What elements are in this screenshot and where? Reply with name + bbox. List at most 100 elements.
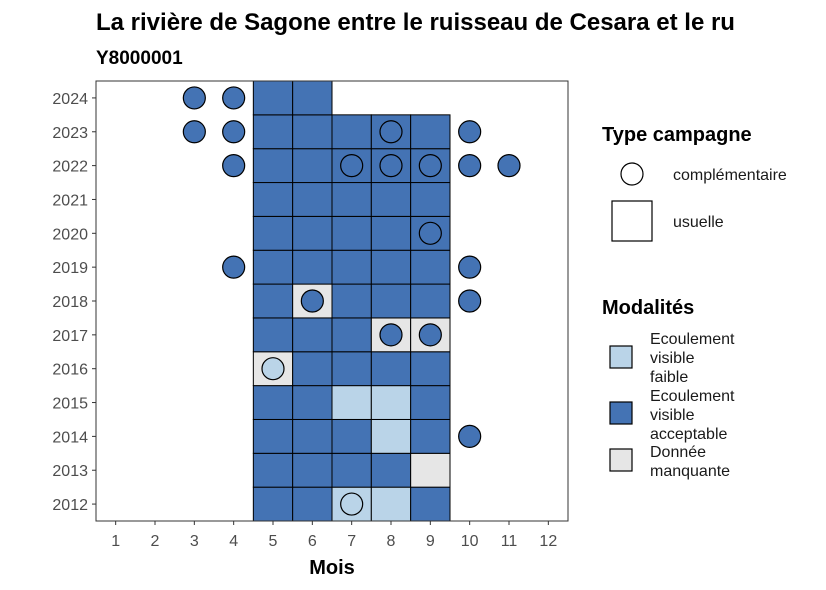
chart-title: La rivière de Sagone entre le ruisseau d…: [96, 9, 735, 36]
tile-2018-7: [331, 283, 372, 319]
tile-2013-5: [252, 452, 294, 488]
tile-2024-5: [252, 80, 294, 116]
point-2022-10: [458, 154, 482, 178]
x-tick-label-8: 8: [387, 533, 396, 550]
x-tick-label-2: 2: [151, 533, 160, 550]
x-tick-label-10: 10: [461, 533, 479, 550]
legend-label-manquante: Donnée manquante: [650, 444, 730, 480]
legend-type-title: Type campagne: [602, 124, 752, 146]
tile-2021-6: [292, 182, 333, 217]
tile-2021-7: [331, 182, 372, 217]
tile-2017-6: [292, 317, 333, 353]
tile-2013-7: [331, 452, 372, 488]
x-tick-label-6: 6: [308, 533, 317, 550]
tile-2016-9: [410, 351, 451, 387]
tile-2020-8: [370, 215, 412, 251]
tile-2019-5: [252, 249, 294, 285]
tile-2023-7: [331, 114, 372, 150]
point-2022-8: [379, 154, 403, 178]
point-2012-7: [340, 492, 364, 516]
x-axis: 1 2 3 4 5 6 7 8 9 10 11 12: [111, 521, 557, 550]
tile-2014-8: [370, 418, 412, 454]
legend: Type campagne complémentaire usuelle Mod…: [602, 124, 787, 480]
tile-2021-8: [370, 182, 412, 217]
y-tick-label-2014: 2014: [52, 429, 88, 446]
tile-2023-9: [410, 114, 451, 150]
tile-2019-9: [410, 249, 451, 285]
legend-label-faible: Ecoulement visible faible: [650, 331, 735, 386]
y-tick-label-2023: 2023: [52, 125, 88, 142]
tile-2012-6: [292, 486, 333, 522]
tile-2022-5: [252, 148, 294, 184]
tile-2015-5: [252, 385, 294, 420]
y-tick-label-2018: 2018: [52, 294, 88, 311]
tile-2020-7: [331, 215, 372, 251]
point-2022-4: [222, 154, 246, 178]
tiles-layer: [252, 80, 451, 522]
tile-2015-6: [292, 385, 333, 420]
x-tick-label-3: 3: [190, 533, 199, 550]
tile-2014-7: [331, 418, 372, 454]
y-tick-label-2017: 2017: [52, 328, 88, 345]
x-tick-label-9: 9: [426, 533, 435, 550]
point-2022-11: [497, 154, 521, 178]
tile-2014-5: [252, 418, 294, 454]
point-2017-9: [418, 323, 442, 347]
tile-2023-6: [292, 114, 333, 150]
tile-2016-8: [370, 351, 412, 387]
circles-layer: [182, 86, 521, 516]
tile-2014-9: [410, 418, 451, 454]
tile-2013-8: [370, 452, 412, 488]
x-tick-label-5: 5: [269, 533, 278, 550]
tile-2023-5: [252, 114, 294, 150]
legend-circle-key: [620, 162, 644, 186]
tile-2019-6: [292, 249, 333, 285]
y-tick-label-2015: 2015: [52, 396, 88, 413]
x-tick-label-12: 12: [539, 533, 557, 550]
y-tick-label-2016: 2016: [52, 362, 88, 379]
tile-2018-8: [370, 283, 412, 319]
point-2023-3: [182, 120, 206, 144]
legend-modalites-title: Modalités: [602, 297, 694, 319]
point-2023-10: [458, 120, 482, 144]
legend-square-key: [611, 200, 653, 242]
y-tick-label-2013: 2013: [52, 463, 88, 480]
legend-key-manquante: [609, 448, 633, 472]
tile-2015-9: [410, 385, 451, 420]
tile-2020-5: [252, 215, 294, 251]
y-axis: 2012 2013 2014 2015 2016 2017 2018 2019 2020 2021…: [52, 91, 96, 514]
point-2022-9: [418, 154, 442, 178]
tile-2020-6: [292, 215, 333, 251]
tile-2016-7: [331, 351, 372, 387]
point-2019-10: [458, 255, 482, 279]
x-tick-label-11: 11: [501, 533, 518, 550]
tile-2013-6: [292, 452, 333, 488]
point-2014-10: [458, 424, 482, 448]
tile-2024-6: [292, 80, 333, 116]
tile-2012-9: [410, 486, 451, 522]
y-tick-label-2012: 2012: [52, 497, 88, 514]
legend-label-complementaire: complémentaire: [673, 167, 787, 184]
tile-2021-9: [410, 182, 451, 217]
tile-2016-6: [292, 351, 333, 387]
point-2020-9: [418, 221, 442, 245]
y-tick-label-2024: 2024: [52, 91, 88, 108]
tile-2021-5: [252, 182, 294, 217]
point-2018-10: [458, 289, 482, 313]
tile-2017-5: [252, 317, 294, 353]
x-tick-label-1: 1: [111, 533, 120, 550]
tile-2012-8: [370, 486, 412, 522]
tile-2014-6: [292, 418, 333, 454]
legend-label-usuelle: usuelle: [673, 214, 724, 231]
tile-2015-8: [370, 385, 412, 420]
point-2016-5: [261, 357, 285, 381]
tile-2012-5: [252, 486, 294, 522]
y-tick-label-2021: 2021: [52, 192, 88, 209]
point-2019-4: [222, 255, 246, 279]
tile-2018-5: [252, 283, 294, 319]
tile-2015-7: [331, 385, 372, 420]
x-axis-label: Mois: [309, 557, 355, 579]
point-2024-3: [182, 86, 206, 110]
